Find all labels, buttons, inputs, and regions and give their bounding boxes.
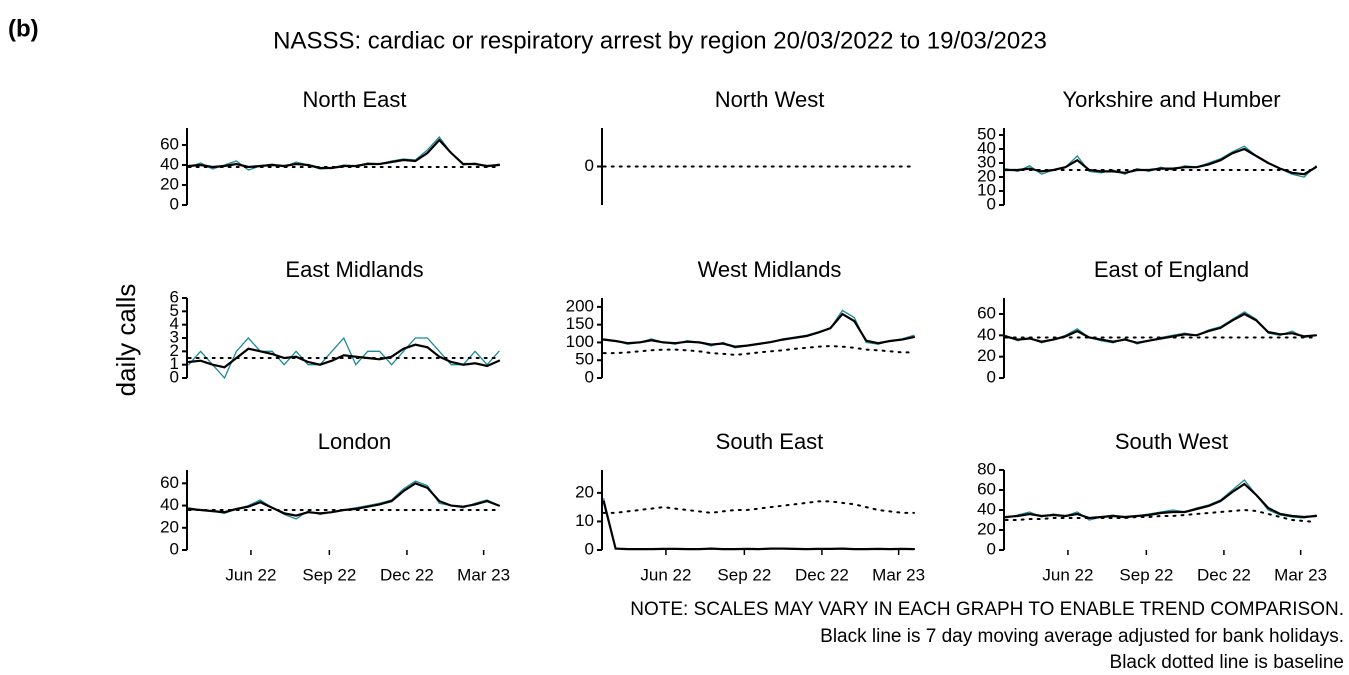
y-tick-label: 30 <box>977 152 996 171</box>
figure-title: NASSS: cardiac or respiratory arrest by … <box>273 27 1047 54</box>
y-tick-label: 50 <box>575 350 594 369</box>
y-tick-label: 200 <box>566 296 594 315</box>
y-tick-label: 80 <box>977 459 996 478</box>
y-axis-label: daily calls <box>111 284 141 397</box>
y-tick-label: 6 <box>170 287 179 306</box>
x-tick-label: Dec 22 <box>1197 565 1251 584</box>
y-tick-label: 0 <box>987 367 996 386</box>
x-tick-label: Mar 23 <box>872 565 925 584</box>
panel-title: South West <box>1115 429 1228 454</box>
x-tick-label: Jun 22 <box>640 565 691 584</box>
series-line <box>188 480 500 520</box>
panel-title: South East <box>716 429 824 454</box>
y-tick-label: 1 <box>170 354 179 373</box>
panel-title: North East <box>303 87 407 112</box>
y-tick-label: 40 <box>160 495 179 514</box>
series-line <box>1004 482 1318 520</box>
y-tick-label: 60 <box>977 479 996 498</box>
y-tick-label: 60 <box>977 303 996 322</box>
panel-title: Yorkshire and Humber <box>1062 87 1280 112</box>
y-tick-label: 60 <box>160 473 179 492</box>
panel-title: London <box>318 429 391 454</box>
y-tick-label: 20 <box>977 519 996 538</box>
note: NOTE: SCALES MAY VARY IN EACH GRAPH TO E… <box>630 599 1344 620</box>
series-line <box>602 500 916 551</box>
series-line <box>1005 145 1317 178</box>
panel-title: North West <box>715 87 825 112</box>
y-tick-label: 0 <box>585 156 594 175</box>
y-tick-label: 5 <box>170 301 179 320</box>
y-tick-label: 0 <box>987 539 996 558</box>
y-tick-label: 20 <box>575 482 594 501</box>
y-tick-label: 20 <box>977 346 996 365</box>
x-tick-label: Mar 23 <box>457 565 510 584</box>
y-tick-label: 0 <box>585 367 594 386</box>
y-tick-label: 0 <box>987 194 996 213</box>
y-tick-label: 40 <box>977 499 996 518</box>
x-tick-label: Sep 22 <box>1119 565 1173 584</box>
series-line <box>1004 312 1318 344</box>
y-tick-label: 40 <box>977 325 996 344</box>
y-tick-label: 50 <box>977 124 996 143</box>
x-tick-label: Dec 22 <box>380 565 434 584</box>
y-tick-label: 20 <box>160 517 179 536</box>
y-tick-label: 0 <box>170 367 179 386</box>
series-line <box>187 138 501 170</box>
y-tick-label: 0 <box>170 539 179 558</box>
y-tick-label: 40 <box>160 154 179 173</box>
y-tick-label: 10 <box>977 180 996 199</box>
series-line <box>187 343 501 369</box>
y-tick-label: 100 <box>566 332 594 351</box>
baseline <box>602 500 915 514</box>
y-tick-label: 2 <box>170 341 179 360</box>
series-line <box>602 312 916 348</box>
x-tick-label: Jun 22 <box>1042 565 1093 584</box>
y-tick-label: 4 <box>170 314 179 333</box>
series-line <box>1004 147 1318 176</box>
y-tick-label: 40 <box>977 138 996 157</box>
x-tick-label: Dec 22 <box>795 565 849 584</box>
x-tick-label: Sep 22 <box>717 565 771 584</box>
panel-title: East of England <box>1094 257 1249 282</box>
note: Black dotted line is baseline <box>1110 652 1344 673</box>
panel-label: (b) <box>8 15 39 42</box>
y-tick-label: 20 <box>160 174 179 193</box>
series-line <box>603 309 915 349</box>
x-tick-label: Jun 22 <box>225 565 276 584</box>
x-tick-label: Mar 23 <box>1274 565 1327 584</box>
y-tick-label: 10 <box>575 511 594 530</box>
y-tick-label: 60 <box>160 134 179 153</box>
y-tick-label: 3 <box>170 327 179 346</box>
series-line <box>603 497 915 551</box>
y-tick-label: 20 <box>977 166 996 185</box>
y-tick-label: 150 <box>566 314 594 333</box>
panel-title: West Midlands <box>698 257 842 282</box>
baseline <box>602 344 915 356</box>
series-line <box>187 482 501 517</box>
panel-title: East Midlands <box>285 257 423 282</box>
y-tick-label: 0 <box>170 194 179 213</box>
y-tick-label: 0 <box>585 539 594 558</box>
note: Black line is 7 day moving average adjus… <box>820 626 1344 647</box>
x-tick-label: Sep 22 <box>302 565 356 584</box>
